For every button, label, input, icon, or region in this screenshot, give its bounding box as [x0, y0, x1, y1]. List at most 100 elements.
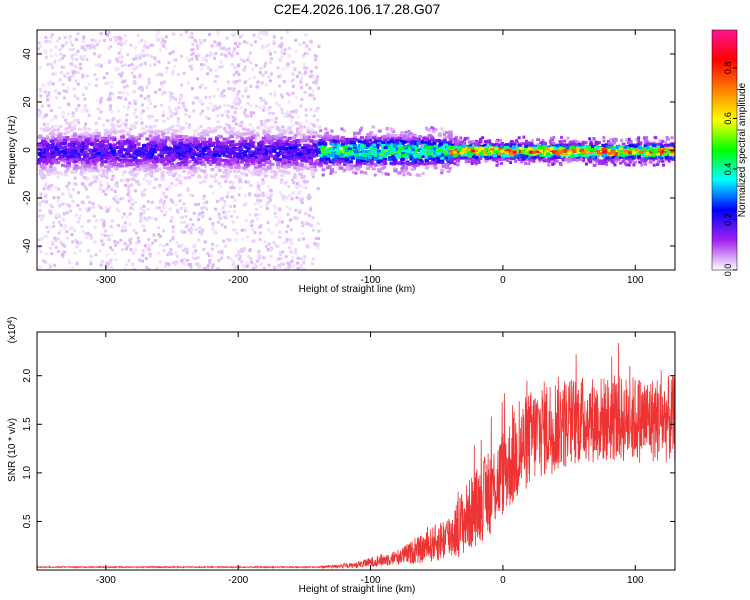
- spectrogram-cell: [148, 243, 152, 247]
- spectrogram-cell: [191, 43, 195, 47]
- spectrogram-cell: [117, 197, 121, 201]
- spectrogram-cell: [144, 257, 148, 261]
- spectrogram-cell: [182, 220, 186, 224]
- spectrogram-cell: [288, 46, 292, 50]
- spectrogram-cell: [56, 128, 60, 132]
- spectrogram-cell: [189, 265, 193, 269]
- spectrogram-cell: [168, 149, 173, 153]
- spectrogram-cell: [104, 173, 109, 177]
- spectrogram-cell: [254, 63, 258, 67]
- spectrogram-cell: [127, 199, 131, 203]
- spectrogram-cell: [63, 36, 67, 40]
- spectrogram-cell: [309, 69, 313, 73]
- spectrogram-cell: [126, 53, 130, 57]
- spectrogram-cell: [206, 264, 210, 268]
- spectrogram-cell: [147, 248, 151, 252]
- spectrogram-cell: [179, 33, 183, 37]
- spectrogram-cell: [158, 243, 162, 247]
- spectrogram-cell: [306, 144, 311, 148]
- spectrogram-cell: [135, 172, 140, 176]
- spectrogram-cell: [66, 102, 70, 106]
- spectrogram-cell: [292, 158, 297, 162]
- spectrogram-cell: [147, 182, 151, 186]
- spectrogram-cell: [331, 162, 336, 166]
- spectrogram-cell: [240, 228, 244, 232]
- spectrogram-cell: [217, 214, 221, 218]
- spectrogram-cell: [237, 90, 241, 94]
- spectrogram-cell: [104, 229, 108, 233]
- spectrogram-cell: [185, 258, 189, 262]
- spectrogram-cell: [79, 170, 84, 174]
- spectrogram-cell: [296, 166, 301, 170]
- spectrogram-cell: [359, 146, 364, 150]
- spectrogram-cell: [430, 161, 435, 165]
- spectrogram-cell: [211, 108, 215, 112]
- spectrogram-cell: [128, 143, 133, 147]
- spectrogram-cell: [152, 165, 157, 169]
- spectrogram-cell: [427, 164, 431, 168]
- spectrogram-cell: [395, 136, 400, 140]
- spectrogram-cell: [260, 99, 264, 103]
- spectrogram-cell: [203, 146, 208, 150]
- spectrogram-cell: [137, 240, 141, 244]
- spectrogram-cell: [301, 197, 305, 201]
- spectrogram-cell: [86, 164, 91, 168]
- spectrogram-cell: [267, 263, 271, 267]
- spectrogram-cell: [77, 146, 82, 150]
- spectrogram-cell: [206, 130, 211, 134]
- spectrogram-cell: [191, 157, 196, 161]
- spectrogram-cell: [64, 127, 69, 131]
- spectrogram-cell: [222, 154, 227, 158]
- spectrogram-cell: [38, 201, 42, 205]
- spectrogram-cell: [167, 152, 172, 156]
- spectrogram-cell: [172, 174, 176, 178]
- spectrogram-cell: [427, 139, 432, 143]
- spectrogram-cell: [145, 265, 149, 269]
- spectrogram-cell: [68, 155, 73, 159]
- spectrogram-cell: [175, 135, 180, 139]
- spectrogram-cell: [97, 204, 101, 208]
- spectrogram-cell: [248, 137, 253, 141]
- spectrogram-cell: [175, 241, 179, 245]
- spectrogram-cell: [447, 144, 452, 148]
- spectrogram-cell: [154, 160, 159, 164]
- spectrogram-cell: [54, 215, 58, 219]
- spectrogram-cell: [168, 251, 172, 255]
- spectrogram-cell: [175, 254, 179, 258]
- spectrogram-cell: [310, 128, 314, 132]
- spectrogram-cell: [190, 35, 194, 39]
- spectrogram-cell: [44, 260, 48, 264]
- spectrogram-cell: [225, 36, 229, 40]
- spectrogram-cell: [156, 137, 161, 141]
- spectrogram-cell: [216, 267, 220, 270]
- spectrogram-cell: [141, 109, 145, 113]
- spectrogram-cell: [41, 150, 46, 154]
- spectrogram-cell: [253, 40, 257, 44]
- spectrogram-cell: [99, 99, 103, 103]
- spectrogram-cell: [191, 223, 195, 227]
- spectrogram-cell: [386, 132, 390, 136]
- spectrogram-cell: [397, 142, 402, 146]
- spectrogram-cell: [68, 142, 73, 146]
- spectrogram-cell: [63, 74, 67, 78]
- spectrogram-cell: [245, 146, 250, 150]
- spectrogram-cell: [70, 140, 75, 144]
- spectrogram-cell: [287, 126, 292, 130]
- spectrogram-cell: [278, 191, 282, 195]
- spectrogram-cell: [151, 241, 155, 245]
- spectrogram-cell: [40, 153, 45, 157]
- spectrogram-cell: [248, 151, 253, 155]
- spectrogram-cell: [116, 67, 120, 71]
- spectrogram-cell: [96, 131, 101, 135]
- spectrogram-cell: [87, 148, 92, 152]
- spectrogram-cell: [163, 205, 167, 209]
- spectrogram-cell: [42, 259, 46, 263]
- spectrogram-cell: [310, 168, 315, 172]
- spectrogram-cell: [70, 151, 75, 155]
- spectrogram-cell: [199, 124, 203, 128]
- spectrogram-cell: [106, 167, 111, 171]
- spectrogram-cell: [157, 72, 161, 76]
- spectrogram-cell: [207, 254, 211, 258]
- spectrogram-cell: [84, 146, 89, 150]
- spectrogram-cell: [386, 148, 391, 152]
